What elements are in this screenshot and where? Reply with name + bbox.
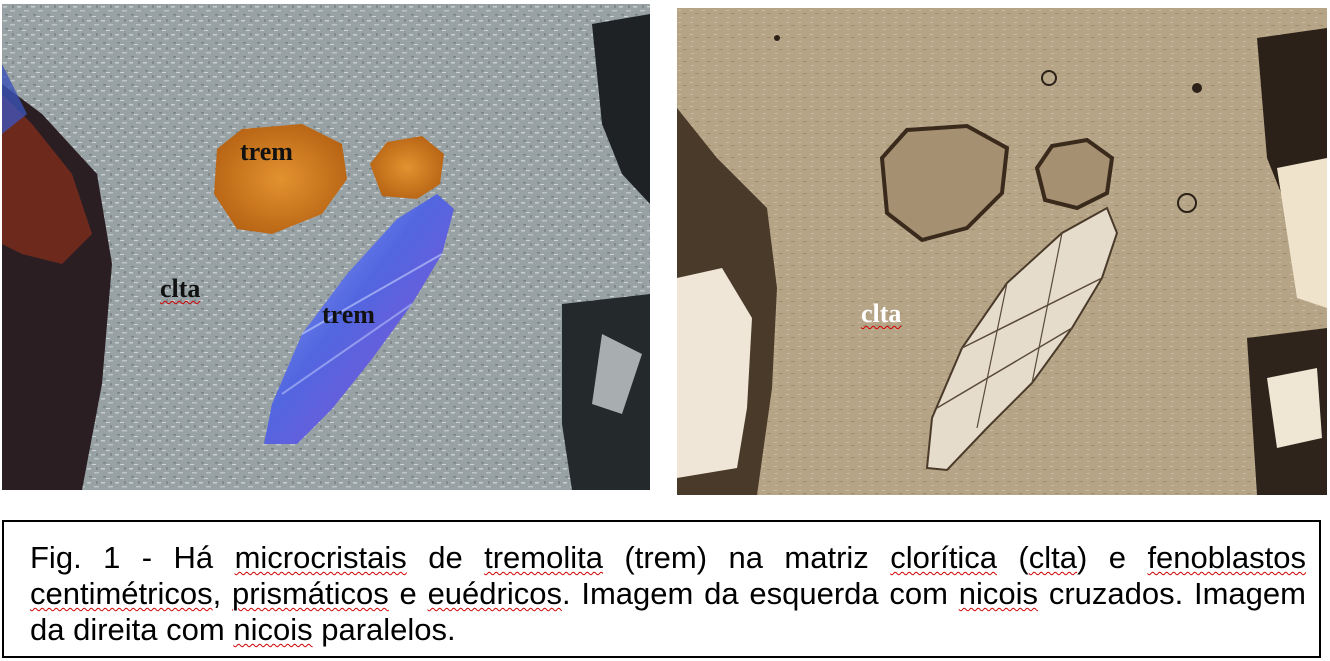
caption-text: ) e — [1077, 540, 1148, 575]
caption-text: Fig. 1 - Há — [30, 540, 235, 575]
caption-text: prismáticos — [232, 576, 389, 611]
micrograph-crossed-nicols-drawing — [2, 4, 650, 490]
caption-text: ( — [997, 540, 1029, 575]
label-clta-left: clta — [160, 274, 201, 303]
caption-box: Fig. 1 - Há microcristais de tremolita (… — [2, 520, 1321, 658]
caption-text: e — [388, 576, 428, 611]
caption-text: cruzados. Imagem da direita com — [30, 576, 1306, 647]
label-trem-orange: trem — [240, 137, 293, 166]
caption-text: nicois — [958, 576, 1039, 611]
caption-text: centimétricos — [30, 576, 213, 611]
caption-text: clta — [1028, 540, 1078, 575]
micrograph-crossed-nicols: trem trem clta — [2, 4, 650, 490]
label-trem-blue: trem — [322, 300, 375, 329]
micrograph-parallel-nicols-drawing — [677, 8, 1327, 495]
caption-text: paralelos. — [312, 612, 456, 647]
caption-text: nicois — [233, 612, 313, 647]
micrograph-parallel-nicols: clta — [677, 8, 1327, 495]
caption-text: , — [212, 576, 232, 611]
caption-text: clorítica — [890, 540, 998, 575]
caption-text: fenoblastos — [1147, 540, 1306, 575]
caption-text: (trem) na matriz — [603, 540, 891, 575]
label-clta-right: clta — [861, 299, 902, 328]
caption-text: microcristais — [234, 540, 407, 575]
caption-text: de — [406, 540, 485, 575]
caption-text: . Imagem da esquerda com — [561, 576, 959, 611]
figure-caption: Fig. 1 - Há microcristais de tremolita (… — [30, 540, 1306, 648]
caption-text: euédricos — [427, 576, 562, 611]
caption-text: tremolita — [484, 540, 603, 575]
